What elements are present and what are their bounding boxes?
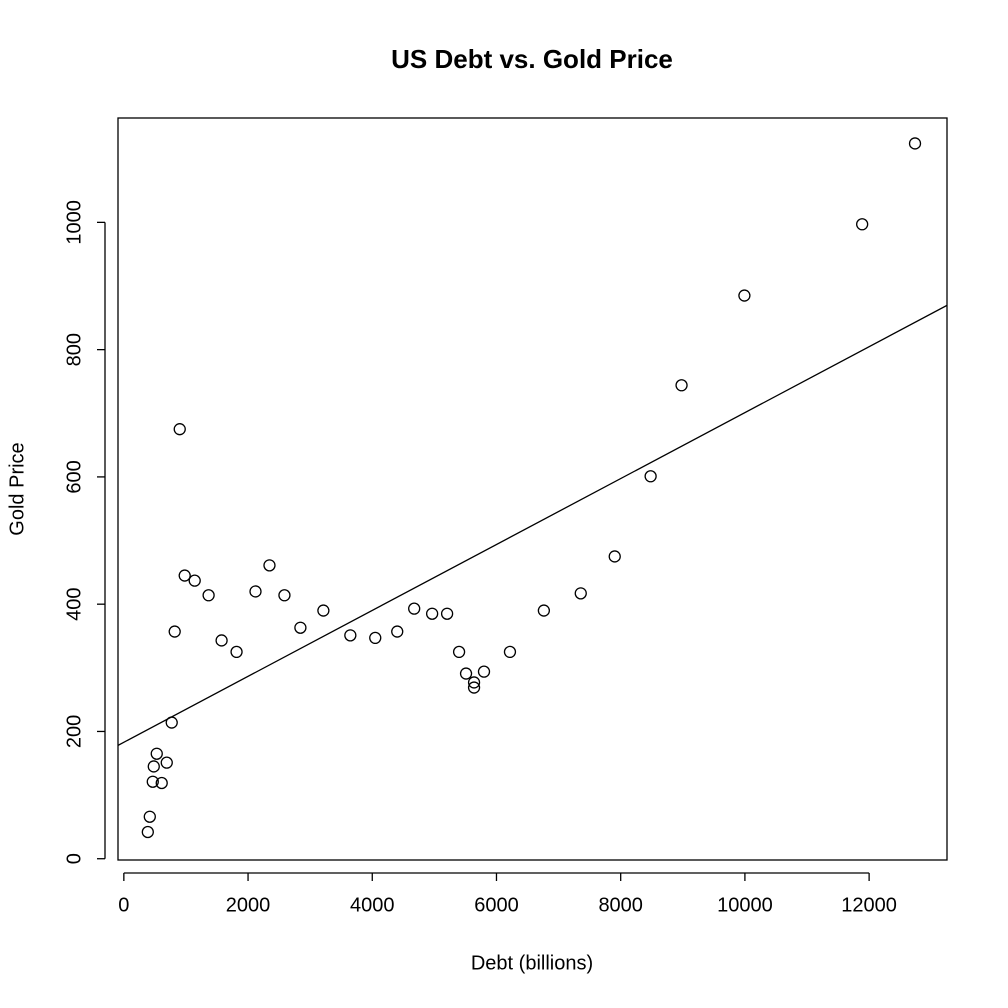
point (738, 289, 751, 302)
chart-title: US Debt vs. Gold Price (391, 44, 673, 74)
x-tick-label: 4000 (350, 894, 395, 916)
point (143, 810, 156, 823)
point (188, 574, 201, 587)
point (408, 602, 421, 615)
point (294, 621, 307, 634)
y-tick-label: 400 (63, 587, 85, 620)
point (141, 825, 154, 839)
point (574, 587, 587, 600)
point (263, 559, 276, 572)
point (467, 681, 481, 694)
point (856, 218, 869, 231)
point (150, 747, 163, 760)
x-tick-label: 6000 (474, 894, 519, 916)
y-tick-label: 1000 (63, 200, 85, 245)
point (155, 776, 168, 790)
point (317, 604, 330, 617)
x-tick-label: 8000 (598, 894, 643, 916)
x-tick-label: 0 (118, 894, 129, 916)
y-tick-label: 800 (63, 333, 85, 366)
point (168, 625, 181, 638)
point (425, 607, 439, 620)
point (160, 756, 173, 769)
point (675, 379, 688, 392)
point (440, 607, 454, 620)
x-tick-label: 2000 (226, 894, 271, 916)
y-tick-label: 200 (63, 715, 85, 748)
point (215, 634, 228, 647)
point (173, 423, 186, 436)
point (278, 589, 291, 602)
y-tick-label: 0 (63, 853, 85, 864)
point (230, 645, 243, 659)
point (644, 470, 657, 483)
x-tick-label: 10000 (717, 894, 773, 916)
point (369, 631, 382, 645)
point (459, 667, 473, 680)
y-tick-label: 600 (63, 460, 85, 493)
plot-box (117, 117, 948, 861)
point (908, 137, 922, 150)
y-axis-label: Gold Price (6, 442, 28, 535)
point (537, 604, 551, 617)
point (165, 716, 178, 729)
point (178, 569, 191, 582)
point (146, 775, 159, 788)
point (477, 665, 491, 678)
point (503, 645, 517, 659)
point (249, 585, 262, 598)
point (391, 625, 404, 638)
point (202, 589, 215, 602)
regression-line (118, 304, 947, 746)
point (344, 629, 357, 642)
x-axis-label: Debt (billions) (471, 952, 593, 974)
point (467, 676, 481, 689)
point (147, 760, 160, 773)
point (608, 550, 621, 563)
x-tick-label: 12000 (841, 894, 897, 916)
point (452, 645, 466, 659)
